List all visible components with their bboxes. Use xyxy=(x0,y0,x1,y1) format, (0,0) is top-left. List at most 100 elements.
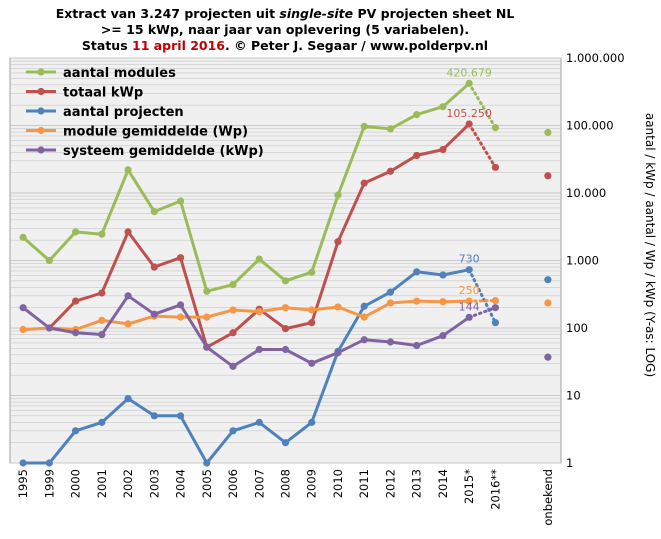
legend-entry: module gemiddelde (Wp) xyxy=(63,125,248,140)
data-point xyxy=(491,319,500,327)
y-tick-label: 1.000.000 xyxy=(566,51,625,65)
data-point xyxy=(360,179,368,187)
data-point xyxy=(98,230,106,238)
y-tick-label: 1 xyxy=(566,456,573,470)
data-point xyxy=(124,166,132,174)
data-point xyxy=(176,412,185,420)
x-tick-label: 2006 xyxy=(226,469,240,498)
data-point xyxy=(334,238,342,246)
grid-lines xyxy=(10,57,561,464)
data-point xyxy=(439,298,447,306)
legend: aantal modules totaal kWp aantal projecten… xyxy=(26,66,264,159)
data-point xyxy=(386,299,395,307)
legend-swatch-point xyxy=(37,87,45,96)
data-point xyxy=(71,329,80,337)
title-line3-post: . © Peter J. Segaar / www.polderpv.nl xyxy=(225,38,489,53)
series-dotted-line xyxy=(467,122,497,169)
data-point xyxy=(281,345,290,354)
data-point xyxy=(465,120,473,128)
data-point xyxy=(19,304,27,312)
data-point xyxy=(360,336,368,344)
data-point xyxy=(150,208,158,216)
data-label: 730 xyxy=(459,253,480,266)
data-point xyxy=(124,292,132,300)
data-point xyxy=(229,306,237,314)
series-lines xyxy=(22,81,497,465)
data-point xyxy=(386,288,395,296)
data-point xyxy=(229,427,237,435)
data-point xyxy=(45,256,53,265)
data-point xyxy=(124,320,132,328)
data-point xyxy=(386,167,395,175)
series-dotted-line xyxy=(467,299,497,303)
legend-entry: systeem gemiddelde (kWp) xyxy=(63,144,264,159)
data-point xyxy=(544,128,552,137)
series-dotted-line xyxy=(467,81,497,130)
data-point xyxy=(255,307,263,316)
chart-title: Extract van 3.247 projecten uit single-s… xyxy=(0,6,570,54)
x-tick-label: onbekend xyxy=(541,469,555,526)
data-point xyxy=(465,266,473,274)
y-tick-label: 10.000 xyxy=(566,186,606,200)
data-point xyxy=(19,233,27,241)
y-tick-label: 100 xyxy=(566,321,588,335)
data-point xyxy=(465,313,473,321)
x-tick-label: 2007 xyxy=(252,469,266,498)
data-point xyxy=(45,324,53,332)
x-tick-label: 2004 xyxy=(174,469,188,498)
data-point xyxy=(413,341,421,350)
data-point xyxy=(413,297,421,305)
data-point xyxy=(98,289,106,297)
series-line xyxy=(22,82,471,293)
title-line3-date: 11 april 2016 xyxy=(132,38,226,53)
data-point xyxy=(281,277,290,285)
data-point xyxy=(544,172,552,180)
data-point xyxy=(308,306,316,314)
data-point xyxy=(281,439,290,447)
y-axis-ticks: 1 10 100 1.000 10.000 100.000 1.000.000 xyxy=(566,51,625,470)
data-point xyxy=(308,268,316,276)
data-point xyxy=(491,124,500,132)
legend-entry: aantal projecten xyxy=(63,105,184,120)
data-point xyxy=(150,263,158,271)
data-point xyxy=(334,349,342,357)
x-tick-label: 1999 xyxy=(42,469,56,498)
data-label: 420.679 xyxy=(446,66,492,79)
data-point xyxy=(19,325,27,334)
title-line1-post: PV projecten sheet NL xyxy=(353,6,515,21)
x-tick-label: 2015* xyxy=(462,469,476,504)
data-point xyxy=(544,299,552,307)
data-point xyxy=(439,145,447,154)
data-point xyxy=(150,412,158,420)
data-point xyxy=(491,304,500,312)
data-point xyxy=(98,418,106,426)
x-tick-label: 2012 xyxy=(383,469,397,498)
data-point xyxy=(255,345,263,354)
data-label: 105.250 xyxy=(446,107,492,120)
data-point xyxy=(203,313,211,321)
data-point xyxy=(491,296,500,305)
data-point xyxy=(413,151,421,160)
x-tick-label: 2001 xyxy=(95,469,109,498)
data-point xyxy=(465,297,473,305)
data-point xyxy=(203,459,211,467)
data-point xyxy=(71,297,80,305)
legend-swatch-point xyxy=(37,146,45,154)
data-point xyxy=(281,324,290,333)
y-tick-label: 100.000 xyxy=(566,119,614,133)
title-line3-pre: Status xyxy=(81,38,132,53)
data-labels: 420.679 105.250 730 250 144 xyxy=(446,66,492,313)
data-point xyxy=(544,276,552,284)
data-point xyxy=(360,313,368,321)
data-point xyxy=(255,255,263,263)
x-tick-label: 2002 xyxy=(121,469,135,498)
x-tick-label: 1995 xyxy=(16,469,30,498)
data-point xyxy=(176,254,185,262)
data-point xyxy=(386,125,395,133)
x-tick-label: 2016** xyxy=(488,469,502,510)
x-tick-label: 2009 xyxy=(305,469,319,498)
data-point xyxy=(203,343,211,351)
series-line xyxy=(23,268,470,465)
y-axis-label: aantal / kWp / aantal / Wp / kWp (Y-as: … xyxy=(643,113,657,377)
x-tick-label: 2014 xyxy=(436,469,450,498)
